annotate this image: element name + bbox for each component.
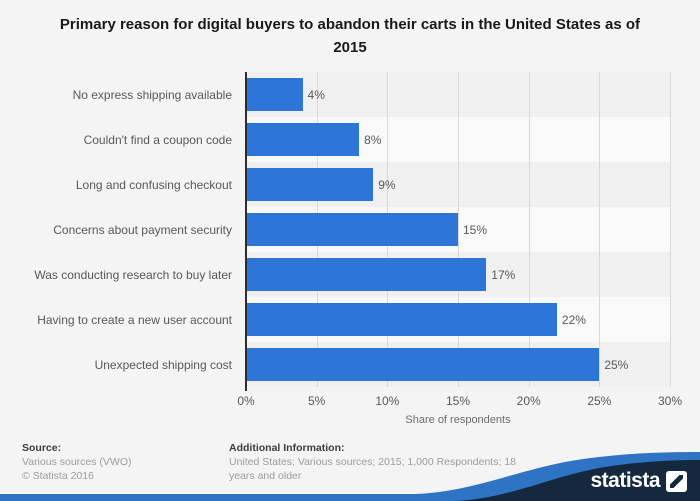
bar-series: 4% 8% 9% 15% 17% 22%	[246, 72, 670, 387]
gridline	[670, 72, 671, 387]
value-label: 8%	[364, 132, 382, 147]
value-label: 25%	[604, 357, 629, 372]
copyright-text: © Statista 2016	[22, 470, 94, 482]
source-block: Source: Various sources (VWO) © Statista…	[22, 441, 222, 483]
x-axis-ticks: 0% 5% 10% 15% 20% 25% 30%	[237, 394, 682, 408]
brand-bottom-strip	[0, 494, 700, 501]
x-tick: 0%	[237, 394, 255, 408]
category-label: Long and confusing checkout	[75, 177, 232, 192]
bar-row: 8%	[246, 117, 670, 162]
x-axis-label: Share of respondents	[405, 414, 511, 426]
x-tick: 10%	[375, 394, 400, 408]
x-tick: 30%	[657, 394, 683, 408]
bar	[246, 123, 360, 156]
bar-row: 9%	[246, 162, 670, 207]
value-label: 9%	[378, 177, 396, 192]
bar	[246, 303, 557, 336]
plot-area: 4% 8% 9% 15% 17% 22%	[237, 72, 682, 426]
category-label: Concerns about payment security	[53, 222, 232, 237]
bar-row: 4%	[246, 72, 670, 117]
value-label: 4%	[307, 87, 325, 102]
bar	[246, 78, 303, 111]
bar-row: 22%	[246, 297, 670, 342]
bar	[246, 348, 600, 381]
bar-row: 17%	[246, 252, 670, 297]
gridline	[528, 72, 530, 387]
value-label: 17%	[491, 267, 516, 282]
bar-row: 25%	[246, 342, 670, 387]
bar	[246, 258, 487, 291]
statista-logo-icon	[666, 470, 687, 492]
x-tick: 15%	[445, 394, 471, 408]
chart-title: Primary reason for digital buyers to aba…	[59, 16, 641, 56]
bar	[246, 168, 374, 201]
statista-logo: statista	[590, 470, 687, 492]
source-heading: Source:	[22, 442, 62, 454]
category-axis: No express shipping available Couldn't f…	[0, 72, 239, 387]
value-label: 22%	[561, 312, 586, 327]
x-tick: 20%	[516, 394, 541, 408]
gridline	[458, 72, 459, 387]
category-label: Was conducting research to buy later	[34, 267, 232, 282]
x-tick: 5%	[307, 394, 326, 408]
y-axis-line	[245, 72, 247, 391]
additional-info-block: Additional Information: United States; V…	[229, 441, 531, 483]
bar-row: 15%	[246, 207, 670, 252]
source-text: Various sources (VWO)	[22, 456, 132, 468]
category-label: Couldn't find a coupon code	[83, 132, 232, 147]
x-tick: 25%	[587, 394, 612, 408]
bar	[246, 213, 458, 246]
additional-info-heading: Additional Information:	[229, 442, 345, 454]
value-label: 15%	[463, 222, 488, 237]
statista-logo-text: statista	[590, 469, 660, 492]
category-label: No express shipping available	[72, 87, 232, 102]
brand-wave	[415, 452, 700, 501]
additional-info-text: United States; Various sources; 2015; 1,…	[229, 456, 516, 482]
category-label: Having to create a new user account	[37, 312, 232, 327]
category-label: Unexpected shipping cost	[94, 357, 232, 372]
gridline	[599, 72, 601, 387]
